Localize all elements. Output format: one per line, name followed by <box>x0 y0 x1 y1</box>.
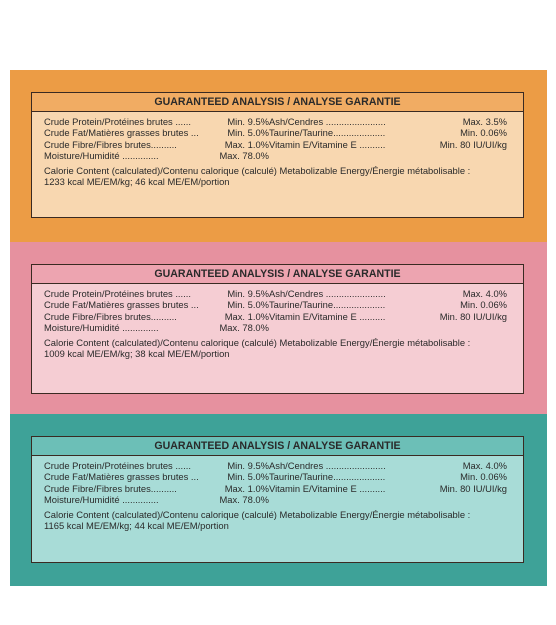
nutrient-label: Crude Fibre/Fibres brutes.......... <box>44 482 177 494</box>
nutrient-label: Moisture/Humidité .............. <box>44 322 159 334</box>
analysis-box: GUARANTEED ANALYSIS / ANALYSE GARANTIE C… <box>31 92 524 218</box>
analysis-row: Crude Fat/Matières grasses brutes ... Min… <box>44 127 269 138</box>
nutrient-label: Moisture/Humidité .............. <box>44 494 159 506</box>
analysis-row: Crude Fat/Matières grasses brutes ... Min… <box>44 471 269 482</box>
nutrient-value: Min. 80 IU/UI/kg <box>439 482 507 494</box>
calorie-content: Calorie Content (calculated)/Contenu cal… <box>32 162 523 188</box>
nutrient-label: Crude Fat/Matières grasses brutes ... <box>44 471 199 483</box>
nutrient-value: Max. 4.0% <box>462 288 507 299</box>
calorie-line: 1233 kcal ME/EM/kg; 46 kcal ME/EM/portio… <box>44 176 230 188</box>
analysis-row: Moisture/Humidité .............. Max. 78.… <box>44 322 269 333</box>
analysis-left-column: Crude Protein/Protéines brutes ...... Min… <box>44 460 269 506</box>
nutrient-label: Moisture/Humidité .............. <box>44 150 159 162</box>
calorie-content: Calorie Content (calculated)/Contenu cal… <box>32 506 523 532</box>
analysis-box: GUARANTEED ANALYSIS / ANALYSE GARANTIE C… <box>31 436 524 563</box>
analysis-row: Vitamin E/Vitamine E .......... Min. 80 I… <box>269 311 507 322</box>
nutrient-label: Vitamin E/Vitamine E .......... <box>269 138 386 150</box>
nutrient-label: Crude Fibre/Fibres brutes.......... <box>44 138 177 150</box>
analysis-left-column: Crude Protein/Protéines brutes ...... Min… <box>44 288 269 334</box>
nutrient-label: Ash/Cendres ....................... <box>269 460 386 471</box>
nutrient-label: Crude Fibre/Fibres brutes.......... <box>44 310 177 322</box>
nutrient-label: Crude Protein/Protéines brutes ...... <box>44 460 191 471</box>
calorie-content: Calorie Content (calculated)/Contenu cal… <box>32 334 523 360</box>
analysis-row: Vitamin E/Vitamine E .......... Min. 80 I… <box>269 483 507 494</box>
nutrient-value: Min. 0.06% <box>460 127 507 139</box>
analysis-row: Taurine/Taurine.................... Min. … <box>269 471 507 482</box>
analysis-row: Taurine/Taurine.................... Min. … <box>269 127 507 138</box>
nutrient-value: Min. 0.06% <box>460 471 507 483</box>
analysis-row: Crude Fat/Matières grasses brutes ... Min… <box>44 299 269 310</box>
nutrient-value: Max. 78.0% <box>219 150 269 162</box>
analysis-panel-pink: GUARANTEED ANALYSIS / ANALYSE GARANTIE C… <box>10 242 547 414</box>
nutrient-value: Max. 1.0% <box>224 310 269 322</box>
nutrient-value: Min. 80 IU/UI/kg <box>439 310 507 322</box>
analysis-box: GUARANTEED ANALYSIS / ANALYSE GARANTIE C… <box>31 264 524 394</box>
analysis-header: GUARANTEED ANALYSIS / ANALYSE GARANTIE <box>32 93 523 112</box>
nutrient-value: Max. 4.0% <box>462 460 507 471</box>
calorie-line: 1165 kcal ME/EM/kg; 44 kcal ME/EM/portio… <box>44 520 229 532</box>
nutrient-value: Min. 9.5% <box>227 288 269 299</box>
analysis-right-column: Ash/Cendres ....................... Max. … <box>269 116 507 162</box>
nutrient-label: Taurine/Taurine.................... <box>269 299 386 311</box>
calorie-line: Calorie Content (calculated)/Contenu cal… <box>44 336 471 348</box>
nutrient-value: Min. 5.0% <box>227 299 269 311</box>
nutrient-value: Min. 5.0% <box>227 471 269 483</box>
analysis-row: Vitamin E/Vitamine E .......... Min. 80 I… <box>269 139 507 150</box>
nutrient-value: Max. 78.0% <box>219 322 269 334</box>
analysis-row: Crude Fibre/Fibres brutes.......... Max. … <box>44 483 269 494</box>
nutrient-label: Vitamin E/Vitamine E .......... <box>269 310 386 322</box>
analysis-row: Ash/Cendres ....................... Max. … <box>269 288 507 299</box>
nutrient-label: Vitamin E/Vitamine E .......... <box>269 482 386 494</box>
calorie-line: 1009 kcal ME/EM/kg; 38 kcal ME/EM/portio… <box>44 348 230 360</box>
nutrient-label: Crude Fat/Matières grasses brutes ... <box>44 127 199 139</box>
analysis-header: GUARANTEED ANALYSIS / ANALYSE GARANTIE <box>32 265 523 284</box>
nutrient-value: Max. 3.5% <box>462 116 507 127</box>
nutrient-label: Taurine/Taurine.................... <box>269 127 386 139</box>
analysis-row: Ash/Cendres ....................... Max. … <box>269 460 507 471</box>
nutrient-value: Max. 78.0% <box>219 494 269 506</box>
analysis-row: Taurine/Taurine.................... Min. … <box>269 299 507 310</box>
analysis-panel-orange: GUARANTEED ANALYSIS / ANALYSE GARANTIE C… <box>10 70 547 242</box>
nutrient-label: Crude Fat/Matières grasses brutes ... <box>44 299 199 311</box>
analysis-left-column: Crude Protein/Protéines brutes ...... Min… <box>44 116 269 162</box>
nutrient-value: Min. 0.06% <box>460 299 507 311</box>
nutrient-value: Max. 1.0% <box>224 138 269 150</box>
nutrient-label: Crude Protein/Protéines brutes ...... <box>44 116 191 127</box>
nutrient-label: Ash/Cendres ....................... <box>269 116 386 127</box>
calorie-line: Calorie Content (calculated)/Contenu cal… <box>44 164 471 176</box>
nutrient-label: Ash/Cendres ....................... <box>269 288 386 299</box>
analysis-row: Moisture/Humidité .............. Max. 78.… <box>44 150 269 161</box>
analysis-grid: Crude Protein/Protéines brutes ...... Min… <box>32 284 523 334</box>
analysis-header: GUARANTEED ANALYSIS / ANALYSE GARANTIE <box>32 437 523 456</box>
nutrient-label: Taurine/Taurine.................... <box>269 471 386 483</box>
analysis-grid: Crude Protein/Protéines brutes ...... Min… <box>32 456 523 506</box>
calorie-line: Calorie Content (calculated)/Contenu cal… <box>44 508 471 520</box>
analysis-grid: Crude Protein/Protéines brutes ...... Min… <box>32 112 523 162</box>
analysis-row: Crude Protein/Protéines brutes ...... Min… <box>44 460 269 471</box>
analysis-right-column: Ash/Cendres ....................... Max. … <box>269 460 507 506</box>
analysis-row: Moisture/Humidité .............. Max. 78.… <box>44 494 269 505</box>
analysis-right-column: Ash/Cendres ....................... Max. … <box>269 288 507 334</box>
analysis-row: Crude Fibre/Fibres brutes.......... Max. … <box>44 139 269 150</box>
analysis-panel-teal: GUARANTEED ANALYSIS / ANALYSE GARANTIE C… <box>10 414 547 586</box>
analysis-row: Crude Fibre/Fibres brutes.......... Max. … <box>44 311 269 322</box>
nutrient-value: Min. 9.5% <box>227 116 269 127</box>
nutrient-value: Min. 80 IU/UI/kg <box>439 138 507 150</box>
analysis-row: Crude Protein/Protéines brutes ...... Min… <box>44 288 269 299</box>
nutrient-value: Max. 1.0% <box>224 482 269 494</box>
analysis-row: Crude Protein/Protéines brutes ...... Min… <box>44 116 269 127</box>
nutrient-value: Min. 9.5% <box>227 460 269 471</box>
analysis-row: Ash/Cendres ....................... Max. … <box>269 116 507 127</box>
nutrient-value: Min. 5.0% <box>227 127 269 139</box>
nutrient-label: Crude Protein/Protéines brutes ...... <box>44 288 191 299</box>
